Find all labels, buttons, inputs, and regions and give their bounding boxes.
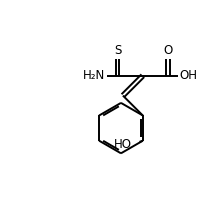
Text: O: O xyxy=(163,44,173,57)
Text: OH: OH xyxy=(179,69,197,82)
Text: H₂N: H₂N xyxy=(83,69,106,82)
Text: S: S xyxy=(114,44,121,57)
Text: HO: HO xyxy=(114,138,132,151)
